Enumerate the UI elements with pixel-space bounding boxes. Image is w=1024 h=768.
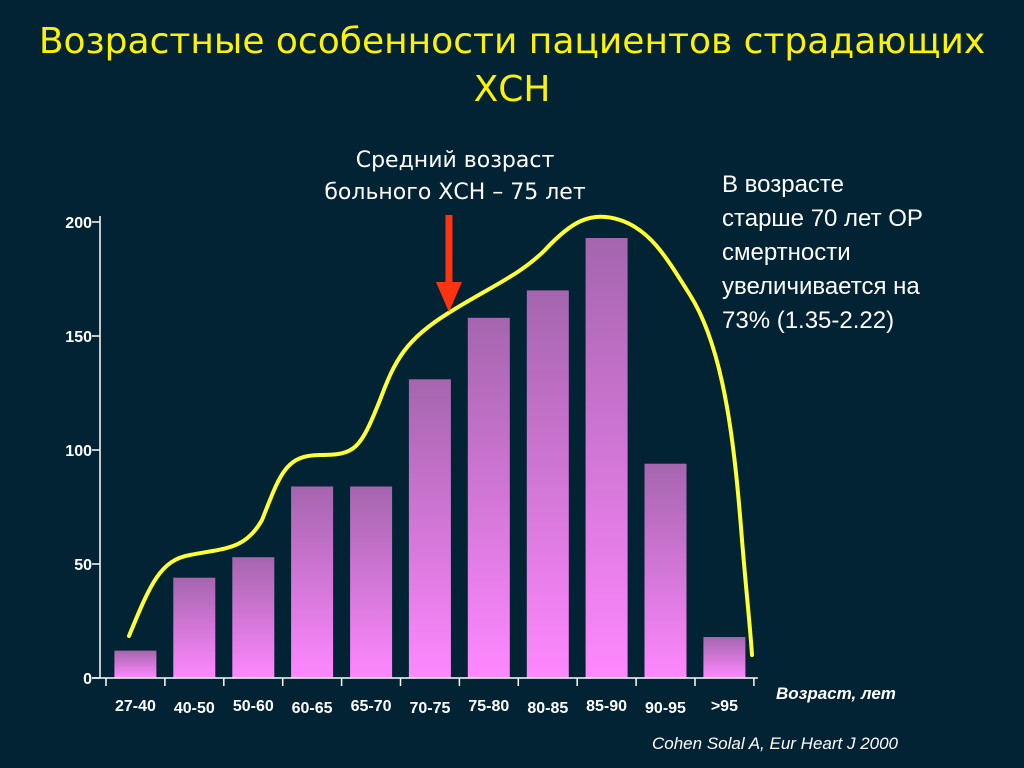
bar (467, 317, 510, 678)
y-tick-label: 200 (65, 215, 92, 232)
mean-age-annotation: Средний возраст больного ХСН – 75 лет (260, 145, 650, 209)
slide-title: Возрастные особенности пациентов страдаю… (20, 18, 1004, 114)
mean-age-line-1: Средний возраст (355, 148, 555, 173)
bar (114, 650, 157, 678)
x-tick-label: 27-40 (115, 698, 156, 715)
bar (585, 238, 628, 678)
x-tick-label: >95 (711, 698, 738, 715)
x-tick-label: 40-50 (174, 700, 215, 717)
y-tick-label: 150 (65, 329, 92, 346)
y-tick-label: 0 (83, 671, 92, 688)
bar (526, 290, 569, 678)
x-tick-label: 50-60 (233, 698, 274, 715)
bar (173, 577, 216, 678)
title-line-1: Возрастные особенности пациентов страдаю… (38, 21, 986, 62)
x-tick-label: 80-85 (527, 700, 568, 717)
mortality-risk-annotation: В возрасте старше 70 лет ОР смертности у… (722, 168, 1012, 338)
x-axis-label: Возраст, лет (776, 684, 896, 703)
bar (232, 557, 275, 678)
y-tick-label: 100 (65, 443, 92, 460)
trend-curve (127, 214, 754, 657)
x-tick-label: 90-95 (645, 700, 686, 717)
risk-line-3: смертности (722, 239, 851, 266)
x-tick-label: 75-80 (468, 698, 509, 715)
bar (291, 486, 334, 678)
x-tick-label: 85-90 (586, 698, 627, 715)
mean-age-line-2: больного ХСН – 75 лет (324, 180, 586, 205)
bar (350, 486, 393, 678)
risk-line-2: старше 70 лет ОР (722, 205, 923, 232)
title-line-2: ХСН (473, 69, 551, 110)
risk-line-4: увеличивается на (722, 273, 920, 300)
axes-group: 0 50 100 150 200 27-40 40-50 50-60 60-65 65-70 70-… (65, 215, 758, 717)
mean-age-arrow-head (435, 282, 462, 312)
source-citation: Cohen Solal A, Eur Heart J 2000 (652, 734, 899, 753)
y-tick-label: 50 (74, 557, 92, 574)
x-tick-label: 65-70 (351, 698, 392, 715)
bar (408, 379, 451, 678)
x-tick-label: 70-75 (409, 700, 450, 717)
overlay-group (127, 214, 754, 657)
risk-line-1: В возрасте (722, 171, 845, 198)
bar (644, 463, 687, 678)
risk-line-5: 73% (1.35-2.22) (722, 307, 895, 334)
x-tick-label: 60-65 (292, 700, 333, 717)
bars-group (114, 238, 746, 678)
bar (703, 637, 746, 678)
